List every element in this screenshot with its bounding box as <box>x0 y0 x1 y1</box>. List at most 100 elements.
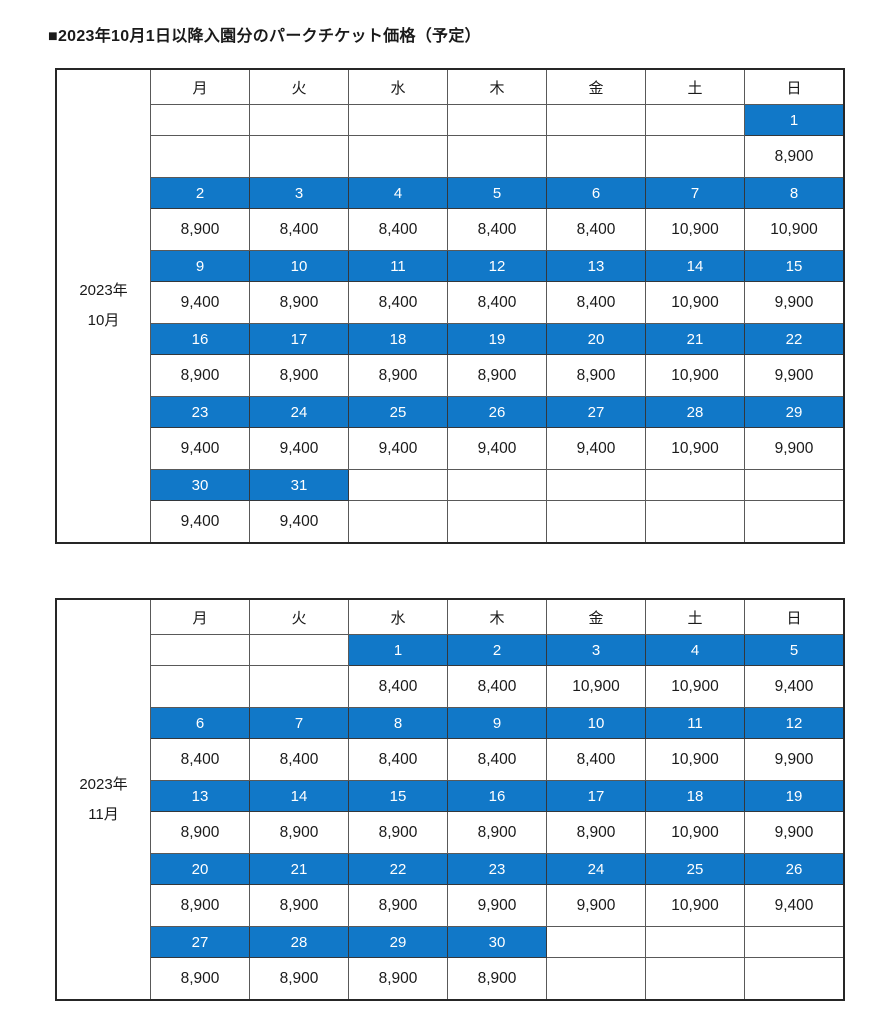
calendar-october: 2023年 10月月火水木金土日 1 8,900 2 3 4 5 6 7 8 8,900 8,400 8,… <box>55 68 870 544</box>
month-label-cell: 2023年 11月 <box>55 598 151 1001</box>
empty-price-cell <box>546 500 646 544</box>
price-cell: 8,400 <box>348 665 448 708</box>
price-cell: 9,400 <box>150 281 250 324</box>
price-cell: 8,400 <box>447 665 547 708</box>
price-cell: 9,400 <box>249 427 349 470</box>
price-cell: 8,900 <box>150 884 250 927</box>
price-cell: 9,900 <box>447 884 547 927</box>
price-cell: 8,900 <box>447 957 547 1001</box>
day-of-week-header: 水 <box>348 68 448 105</box>
price-cell: 8,900 <box>348 957 448 1001</box>
date-cell: 27 <box>150 926 250 958</box>
price-cell: 8,400 <box>348 281 448 324</box>
date-cell: 15 <box>744 250 845 282</box>
price-cell: 10,900 <box>645 665 745 708</box>
day-of-week-header: 金 <box>546 68 646 105</box>
date-cell: 26 <box>447 396 547 428</box>
date-cell: 10 <box>249 250 349 282</box>
empty-price-cell <box>546 135 646 178</box>
price-cell: 10,900 <box>645 208 745 251</box>
month-label-line: 2023年 <box>79 282 128 299</box>
price-cell: 8,400 <box>546 738 646 781</box>
price-cell: 8,400 <box>249 738 349 781</box>
price-cell: 10,900 <box>645 811 745 854</box>
price-cell: 10,900 <box>546 665 646 708</box>
empty-price-cell <box>348 135 448 178</box>
day-of-week-header: 月 <box>150 598 250 635</box>
date-cell: 17 <box>249 323 349 355</box>
empty-date-cell <box>645 926 745 958</box>
price-cell: 9,400 <box>744 665 845 708</box>
empty-date-cell <box>546 469 646 501</box>
date-cell: 17 <box>546 780 646 812</box>
date-cell: 29 <box>348 926 448 958</box>
month-label-line: 2023年 <box>79 775 128 793</box>
price-cell: 9,400 <box>447 427 547 470</box>
empty-price-cell <box>249 135 349 178</box>
day-of-week-header: 土 <box>645 598 745 635</box>
date-cell: 3 <box>546 634 646 666</box>
month-label-line: 11月 <box>88 805 119 823</box>
date-cell: 31 <box>249 469 349 501</box>
price-cell: 9,900 <box>744 738 845 781</box>
price-calendar-table: 2023年 11月月火水木金土日 1 2 3 4 5 8,400 8,400 10,900 10,9… <box>55 598 845 1001</box>
date-cell: 24 <box>546 853 646 885</box>
date-cell: 21 <box>645 323 745 355</box>
date-cell: 8 <box>744 177 845 209</box>
empty-date-cell <box>150 104 250 136</box>
empty-date-cell <box>546 926 646 958</box>
price-cell: 8,900 <box>348 884 448 927</box>
price-cell: 8,400 <box>447 208 547 251</box>
price-cell: 8,400 <box>348 208 448 251</box>
price-cell: 8,900 <box>249 354 349 397</box>
price-cell: 10,900 <box>645 281 745 324</box>
date-cell: 6 <box>150 707 250 739</box>
price-cell: 8,900 <box>150 811 250 854</box>
date-cell: 24 <box>249 396 349 428</box>
empty-price-cell <box>744 957 845 1001</box>
date-cell: 18 <box>645 780 745 812</box>
date-cell: 10 <box>546 707 646 739</box>
date-cell: 12 <box>447 250 547 282</box>
date-cell: 11 <box>645 707 745 739</box>
price-cell: 9,900 <box>744 354 845 397</box>
empty-price-cell <box>150 135 250 178</box>
date-cell: 13 <box>546 250 646 282</box>
day-of-week-header: 木 <box>447 68 547 105</box>
price-cell: 8,900 <box>546 811 646 854</box>
date-cell: 9 <box>447 707 547 739</box>
price-cell: 8,900 <box>249 957 349 1001</box>
date-cell: 13 <box>150 780 250 812</box>
empty-date-cell <box>645 469 745 501</box>
month-label-cell: 2023年 10月 <box>55 68 151 544</box>
price-cell: 10,900 <box>744 208 845 251</box>
empty-date-cell <box>348 469 448 501</box>
price-cell: 8,900 <box>546 354 646 397</box>
day-of-week-header: 水 <box>348 598 448 635</box>
empty-date-cell <box>645 104 745 136</box>
price-cell: 9,900 <box>744 427 845 470</box>
price-cell: 8,900 <box>447 354 547 397</box>
empty-date-cell <box>348 104 448 136</box>
date-cell: 30 <box>150 469 250 501</box>
price-cell: 8,400 <box>546 208 646 251</box>
day-of-week-header: 金 <box>546 598 646 635</box>
date-cell: 6 <box>546 177 646 209</box>
price-cell: 8,900 <box>150 957 250 1001</box>
price-cell: 9,400 <box>348 427 448 470</box>
date-cell: 3 <box>249 177 349 209</box>
price-cell: 8,900 <box>249 884 349 927</box>
price-cell: 9,400 <box>150 427 250 470</box>
date-cell: 2 <box>150 177 250 209</box>
price-cell: 8,900 <box>447 811 547 854</box>
date-cell: 7 <box>645 177 745 209</box>
empty-price-cell <box>150 665 250 708</box>
date-cell: 26 <box>744 853 845 885</box>
price-cell: 10,900 <box>645 354 745 397</box>
empty-date-cell <box>249 104 349 136</box>
empty-date-cell <box>447 469 547 501</box>
price-cell: 10,900 <box>645 427 745 470</box>
day-of-week-header: 日 <box>744 598 845 635</box>
empty-price-cell <box>645 957 745 1001</box>
